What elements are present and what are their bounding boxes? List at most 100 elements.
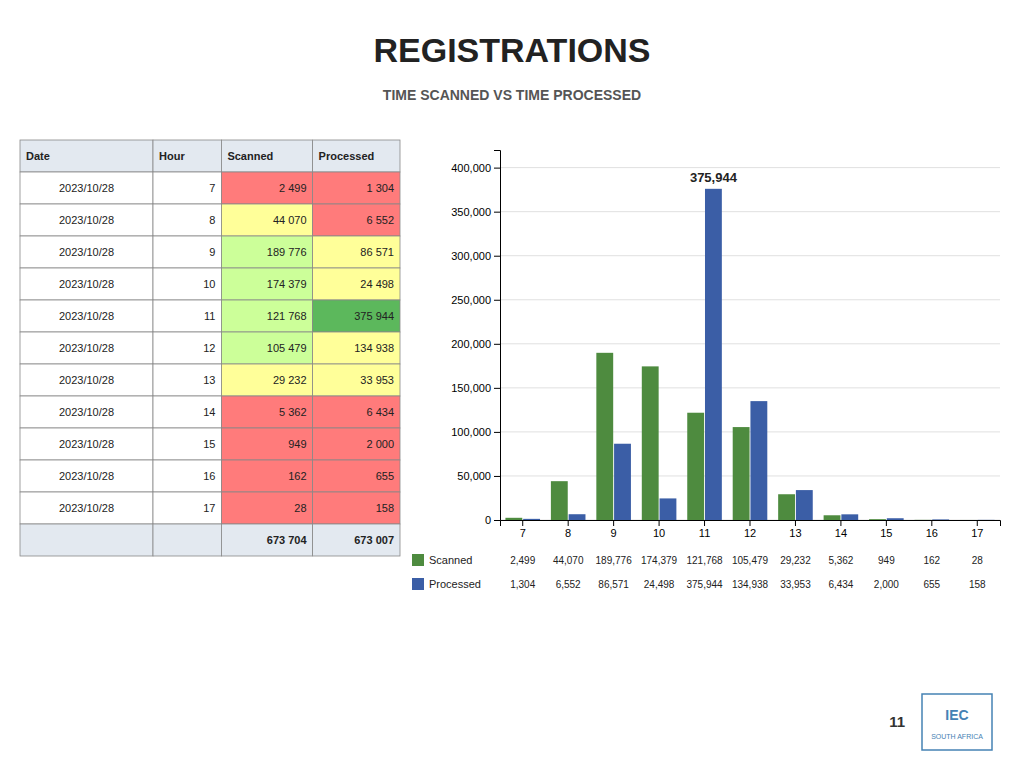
table-hour: 7	[209, 182, 215, 194]
table-cell	[20, 204, 153, 236]
table-value: 6 434	[366, 406, 394, 418]
table-value: 121 768	[267, 310, 307, 322]
table-value: 158	[376, 502, 394, 514]
table-value: 375 944	[354, 310, 394, 322]
x-tick-mark	[840, 520, 841, 526]
x-tick-label: 7	[520, 527, 526, 539]
x-tick-label: 9	[611, 527, 617, 539]
table-date: 2023/10/28	[59, 182, 114, 194]
table-cell	[153, 204, 221, 236]
table-value: 162	[288, 470, 306, 482]
legend-label: Scanned	[429, 554, 472, 566]
grid	[500, 168, 1000, 520]
table-cell	[20, 300, 153, 332]
y-tick-label: 50,000	[457, 470, 491, 482]
x-tick-mark	[704, 520, 705, 526]
bar	[642, 366, 659, 520]
y-tick: 250,000	[451, 294, 500, 306]
table-value: 949	[288, 438, 306, 450]
table-value-cell	[221, 172, 312, 204]
table-value-cell	[221, 364, 312, 396]
y-tick-label: 300,000	[451, 250, 491, 262]
table-value: 1 304	[366, 182, 394, 194]
value-label: 6,434	[828, 579, 853, 590]
bar	[551, 481, 568, 520]
table-total-cell	[221, 524, 312, 556]
table-value: 134 938	[354, 342, 394, 354]
y-tick-label: 100,000	[451, 426, 491, 438]
table-value-cell	[221, 204, 312, 236]
table-cell	[20, 428, 153, 460]
table-hour: 9	[209, 246, 215, 258]
x-tick: 9	[611, 520, 617, 539]
y-tick-mark	[494, 476, 500, 477]
y-tick-mark	[494, 168, 500, 169]
y-tick-mark	[494, 344, 500, 345]
value-label: 375,944	[686, 579, 723, 590]
x-tick-label: 14	[835, 527, 847, 539]
bar	[932, 519, 949, 520]
x-axis: 7891011121314151617	[501, 520, 1001, 539]
x-tick: 7	[520, 520, 526, 539]
table-cell	[20, 460, 153, 492]
table-total: 673 704	[267, 534, 308, 546]
logo-box	[922, 694, 992, 750]
table-date: 2023/10/28	[59, 342, 114, 354]
y-tick-mark	[494, 388, 500, 389]
x-tick-mark	[613, 520, 614, 526]
bar	[778, 494, 795, 520]
value-label: 5,362	[828, 555, 853, 566]
grid-line	[500, 211, 1000, 212]
grid-line	[500, 299, 1000, 300]
y-tick: 300,000	[451, 250, 500, 262]
x-tick: 11	[699, 520, 710, 539]
bar	[960, 519, 977, 520]
value-label: 162	[923, 555, 940, 566]
y-tick-mark	[494, 432, 500, 433]
table-value: 5 362	[279, 406, 307, 418]
logo: IECSOUTH AFRICA	[922, 694, 992, 750]
y-tick-label: 200,000	[451, 338, 491, 350]
table-value: 2 000	[366, 438, 394, 450]
table-hour: 10	[203, 278, 215, 290]
table-value-cell	[221, 492, 312, 524]
table-header-cell	[313, 140, 400, 172]
y-tick: 400,000	[451, 162, 500, 174]
legend-swatch	[412, 578, 424, 590]
table-hour: 14	[203, 406, 215, 418]
table-cell	[153, 396, 221, 428]
y-tick-label: 350,000	[451, 206, 491, 218]
table-cell	[153, 492, 221, 524]
y-tick-label: 250,000	[451, 294, 491, 306]
table-value: 2 499	[279, 182, 307, 194]
bar	[978, 519, 995, 520]
y-tick: 150,000	[451, 382, 500, 394]
y-tick-mark	[494, 256, 500, 257]
table-value: 44 070	[273, 214, 307, 226]
table-total-cell	[313, 524, 400, 556]
title: REGISTRATIONS	[373, 31, 650, 69]
table-cell	[20, 268, 153, 300]
legend-swatch	[412, 554, 424, 566]
table-hour: 13	[203, 374, 215, 386]
y-tick-label: 150,000	[451, 382, 491, 394]
x-tick: 15	[880, 520, 892, 539]
value-label: 33,953	[780, 579, 811, 590]
y-tick-mark	[494, 520, 500, 521]
table-value-cell	[313, 332, 400, 364]
table-hour: 11	[204, 310, 215, 322]
x-tick-mark	[795, 520, 796, 526]
table-value-cell	[313, 172, 400, 204]
grid-line	[500, 167, 1000, 168]
y-axis: 050,000100,000150,000200,000250,000300,0…	[451, 151, 500, 527]
grid-line	[500, 431, 1000, 432]
table-cell	[153, 428, 221, 460]
table-value: 86 571	[360, 246, 394, 258]
table-date: 2023/10/28	[59, 438, 114, 450]
table-value-cell	[221, 332, 312, 364]
grid-line	[500, 387, 1000, 388]
x-tick-mark	[659, 520, 660, 526]
table-value-cell	[221, 268, 312, 300]
table-value-cell	[221, 428, 312, 460]
table-value-cell	[313, 396, 400, 428]
